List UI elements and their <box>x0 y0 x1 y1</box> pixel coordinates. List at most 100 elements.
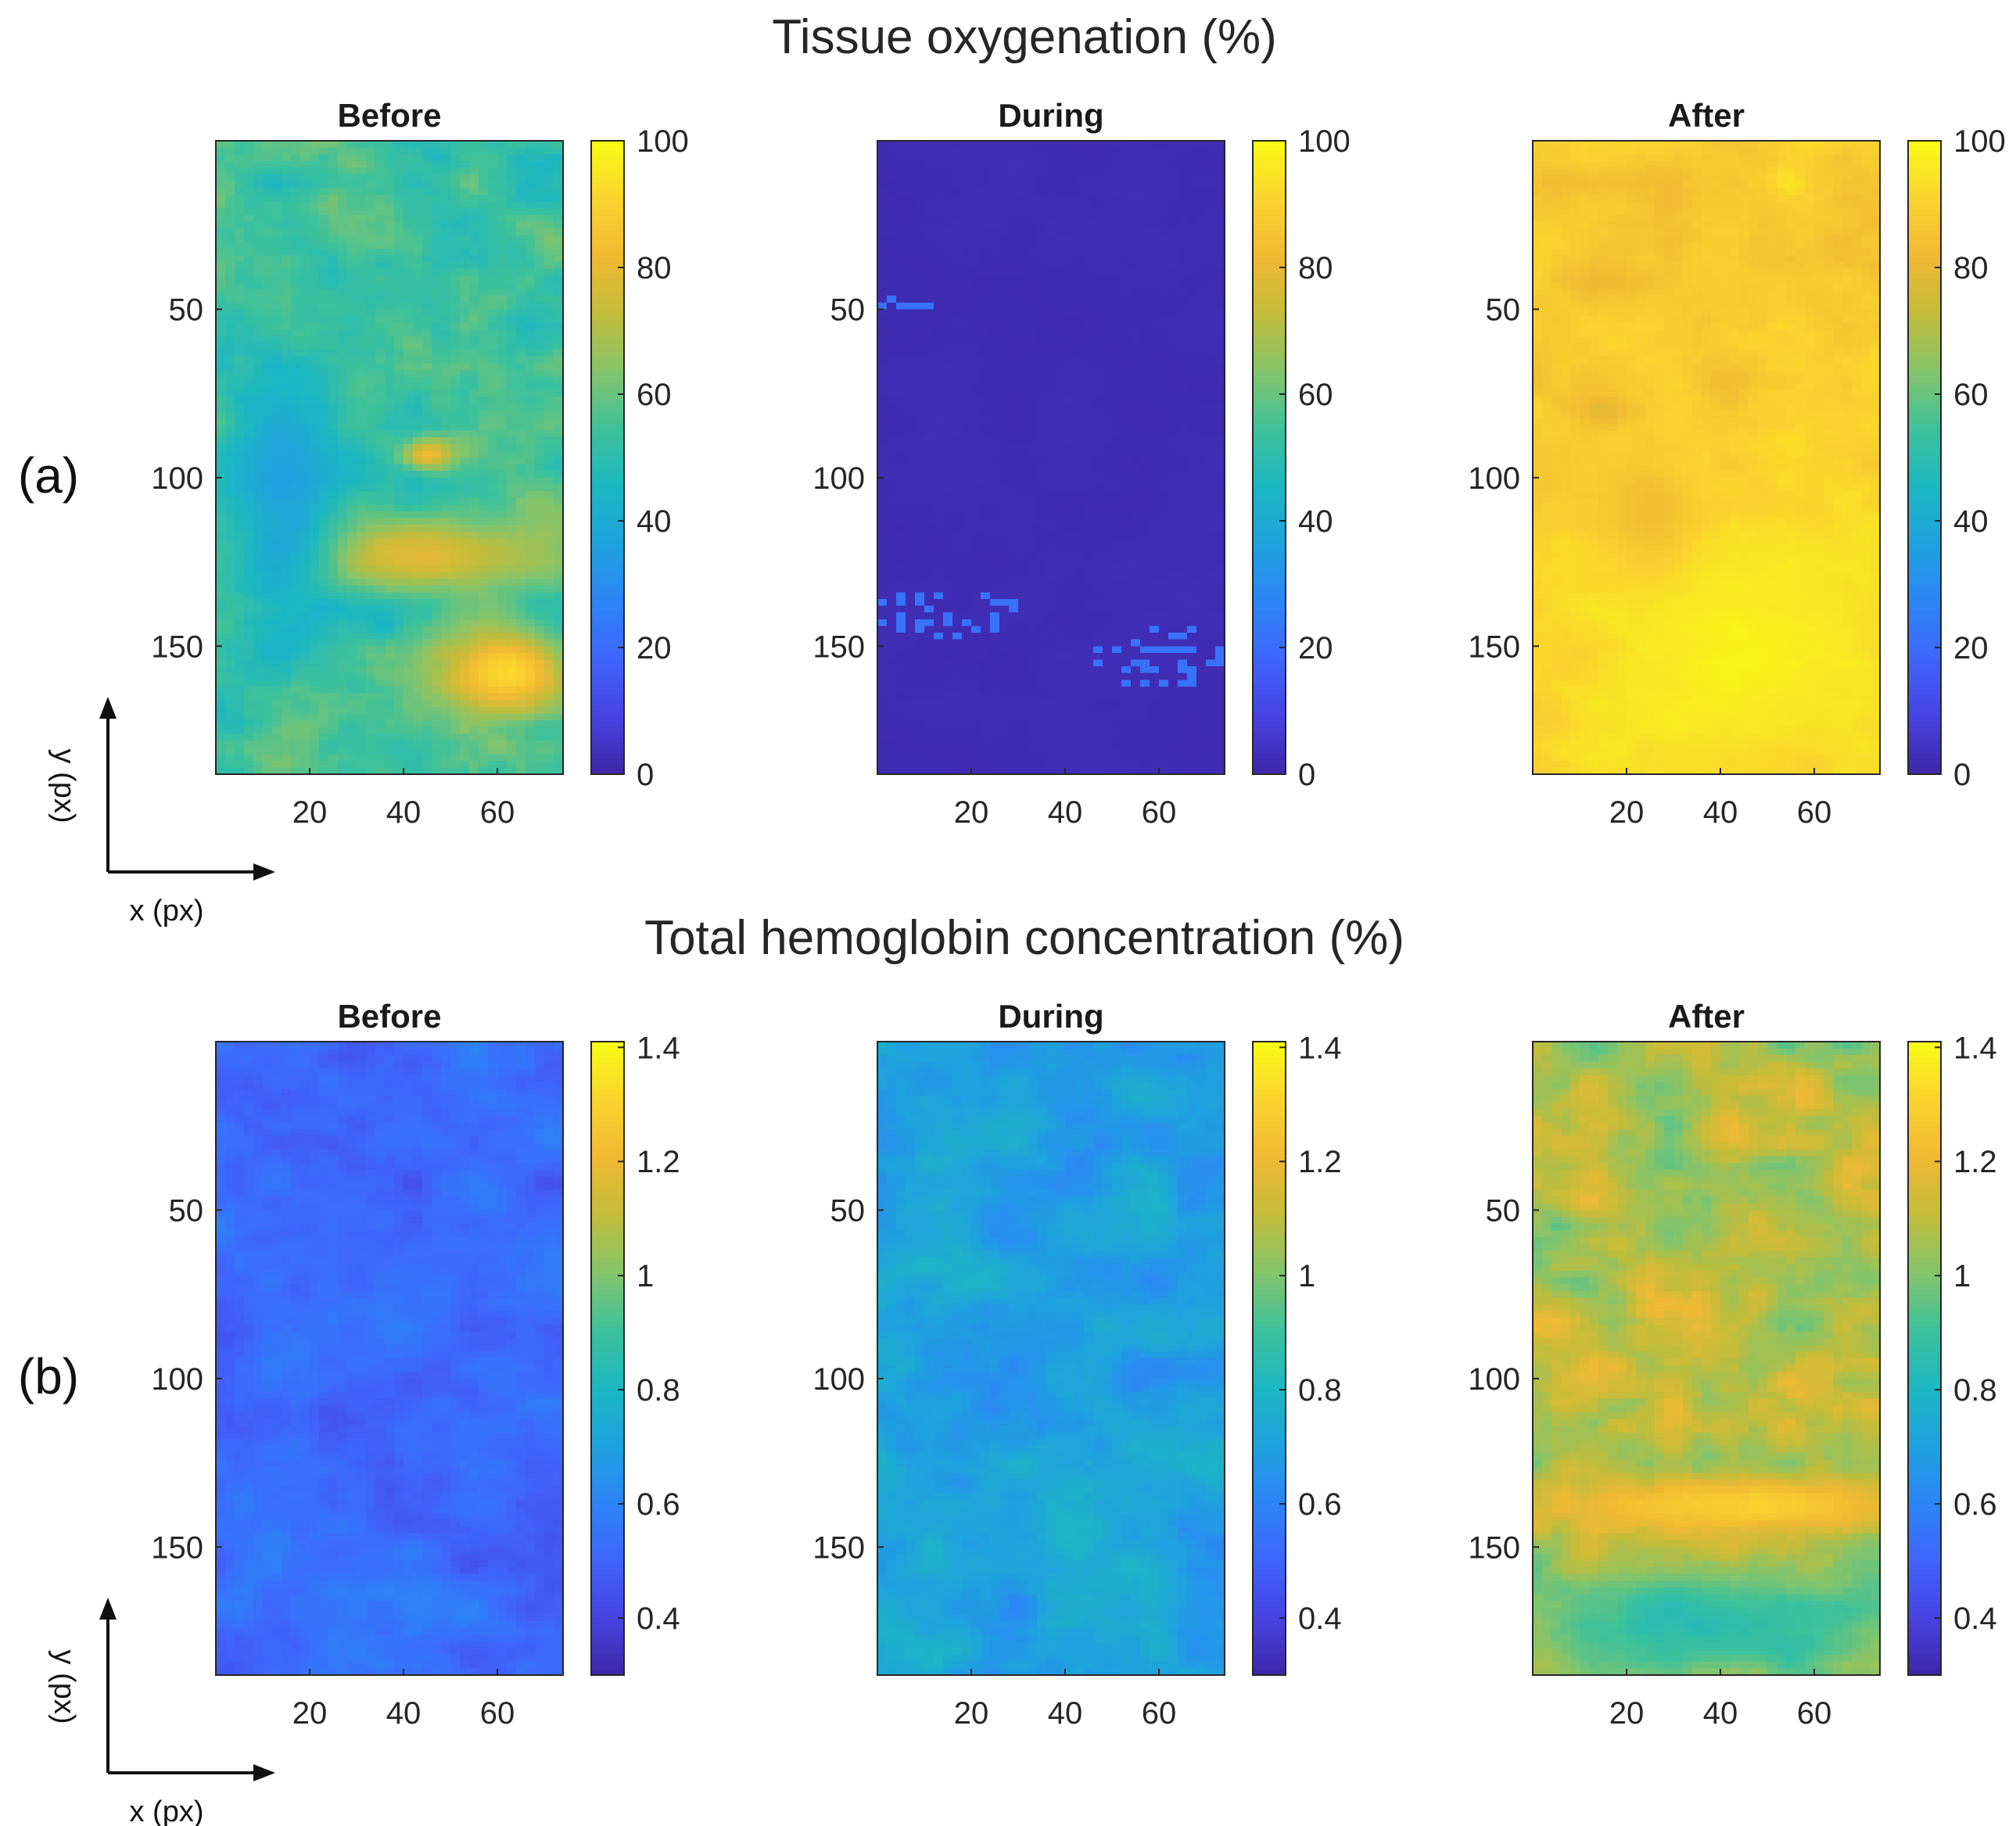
colorbar: 0.4 0.6 0.8 1 1.2 1.4 <box>1253 1031 1342 1675</box>
panel-title: Before <box>337 97 441 134</box>
colorbar: 0 20 40 60 80 100 <box>1908 124 2006 792</box>
colorbar-tick-label: 0.6 <box>1953 1487 1997 1522</box>
x-axis-label: x (px) <box>130 1796 204 1826</box>
chart-row-2: Total hemoglobin concentration (%) (b) Bef… <box>18 911 1997 1826</box>
y-tick-label: 50 <box>1486 1193 1521 1228</box>
y-axis-label: y (px) <box>48 1650 81 1724</box>
panel-title: After <box>1668 97 1745 134</box>
panel-title: After <box>1668 998 1745 1035</box>
panel-after: After 20 40 60 50 100 150 0 20 40 60 80 100 <box>1468 97 2006 830</box>
y-tick-label: 50 <box>1486 292 1521 327</box>
colorbar-tick-label: 20 <box>1953 631 1989 665</box>
colorbar-tick-label: 0.8 <box>1298 1373 1342 1408</box>
x-tick-label: 40 <box>1703 1696 1738 1731</box>
x-tick-label: 20 <box>954 795 989 830</box>
colorbar-tick-label: 1 <box>637 1259 654 1293</box>
x-tick-label: 40 <box>1703 795 1738 830</box>
colorbar-tick-label: 80 <box>1953 251 1989 285</box>
x-tick-label: 60 <box>1142 1696 1177 1731</box>
x-tick-label: 60 <box>480 1696 515 1731</box>
y-tick-label: 150 <box>1468 1530 1520 1565</box>
x-tick-label: 40 <box>1048 1696 1083 1731</box>
colorbar-tick-label: 20 <box>637 631 672 665</box>
y-tick-label: 100 <box>151 1362 203 1397</box>
colorbar-tick-label: 1.4 <box>1298 1031 1342 1065</box>
row-label: (b) <box>18 1348 79 1404</box>
colorbar-tick-label: 1.2 <box>637 1145 680 1179</box>
x-tick-label: 20 <box>1609 795 1645 830</box>
colorbar-tick-label: 0.4 <box>637 1602 680 1636</box>
x-tick-label: 60 <box>1797 1696 1832 1731</box>
colorbar-tick-label: 0.6 <box>1298 1487 1342 1522</box>
x-tick-label: 20 <box>292 795 328 830</box>
colorbar-tick-label: 40 <box>1953 504 1989 539</box>
y-tick-label: 50 <box>169 1193 204 1228</box>
heatmap-cells <box>877 141 1225 775</box>
y-tick-label: 100 <box>1468 461 1520 496</box>
y-arrow-head <box>99 1598 117 1620</box>
colorbar-tick-label: 0 <box>1298 758 1315 792</box>
panel-title: Before <box>337 998 441 1035</box>
colorbar-tick-label: 40 <box>637 504 672 539</box>
colorbar-tick-label: 1.2 <box>1298 1145 1342 1179</box>
colorbar-tick-label: 60 <box>1298 378 1333 412</box>
y-tick-label: 50 <box>830 292 866 327</box>
row-title: Total hemoglobin concentration (%) <box>644 911 1404 965</box>
x-tick-label: 60 <box>1142 795 1177 830</box>
y-tick-label: 150 <box>1468 630 1520 664</box>
colorbar-tick-label: 1.4 <box>1953 1031 1997 1065</box>
x-arrow-head <box>253 1764 275 1781</box>
x-arrow-head <box>253 863 275 881</box>
colorbar: 0.4 0.6 0.8 1 1.2 1.4 <box>591 1031 680 1675</box>
colorbar-tick-label: 100 <box>1953 124 2006 159</box>
x-tick-label: 60 <box>1797 795 1832 830</box>
y-tick-label: 100 <box>1468 1362 1520 1397</box>
colorbar-tick-label: 0.8 <box>1953 1373 1997 1408</box>
colorbar-tick-label: 0.4 <box>1298 1602 1342 1636</box>
figure: Tissue oxygenation (%) (a) Before 20 40 60 50 1… <box>0 0 2016 1826</box>
colorbar-tick-label: 1 <box>1298 1259 1315 1293</box>
heatmap-cells <box>216 1042 564 1676</box>
colorbar-tick-label: 1.4 <box>637 1031 680 1065</box>
colorbar-tick-label: 0.4 <box>1953 1602 1997 1636</box>
x-tick-label: 40 <box>386 795 421 830</box>
colorbar-tick-label: 0.8 <box>637 1373 680 1408</box>
x-axis-label: x (px) <box>130 895 204 927</box>
colorbar-tick-label: 20 <box>1298 631 1333 665</box>
panel-title: During <box>998 97 1103 134</box>
panel-before: Before 20 40 60 50 100 150 0.4 0.6 0.8 1 1.2 1.4 <box>151 998 680 1731</box>
x-tick-label: 20 <box>1609 1696 1645 1731</box>
colorbar-tick-label: 60 <box>637 378 672 412</box>
colorbar-tick-label: 1 <box>1953 1259 1971 1293</box>
colorbar-tick-label: 0 <box>1953 758 1971 792</box>
y-tick-label: 100 <box>151 461 203 496</box>
y-axis-label: y (px) <box>48 749 81 823</box>
chart-row-1: Tissue oxygenation (%) (a) Before 20 40 60 50 1… <box>18 10 2006 927</box>
x-tick-label: 40 <box>386 1696 421 1731</box>
y-tick-label: 50 <box>830 1193 866 1228</box>
heatmap-cells <box>1533 141 1881 775</box>
colorbar-tick-label: 40 <box>1298 504 1333 539</box>
y-tick-label: 150 <box>151 630 203 664</box>
x-tick-label: 40 <box>1048 795 1083 830</box>
x-tick-label: 20 <box>292 1696 328 1731</box>
colorbar-tick-label: 60 <box>1953 378 1989 412</box>
x-tick-label: 60 <box>480 795 515 830</box>
y-arrow-head <box>99 697 117 719</box>
heatmap-cells <box>1533 1042 1881 1676</box>
y-tick-label: 150 <box>151 1530 203 1565</box>
y-tick-label: 150 <box>812 630 865 664</box>
colorbar: 0.40.60.811.21.4 <box>1908 1031 1997 1675</box>
colorbar-tick-label: 0.6 <box>637 1487 680 1522</box>
row-label: (a) <box>18 447 79 504</box>
panel-title: During <box>998 998 1103 1035</box>
y-tick-label: 50 <box>169 292 204 327</box>
row-title: Tissue oxygenation (%) <box>772 10 1277 64</box>
colorbar-tick-label: 80 <box>1298 251 1333 285</box>
colorbar-tick-label: 0 <box>637 758 654 792</box>
